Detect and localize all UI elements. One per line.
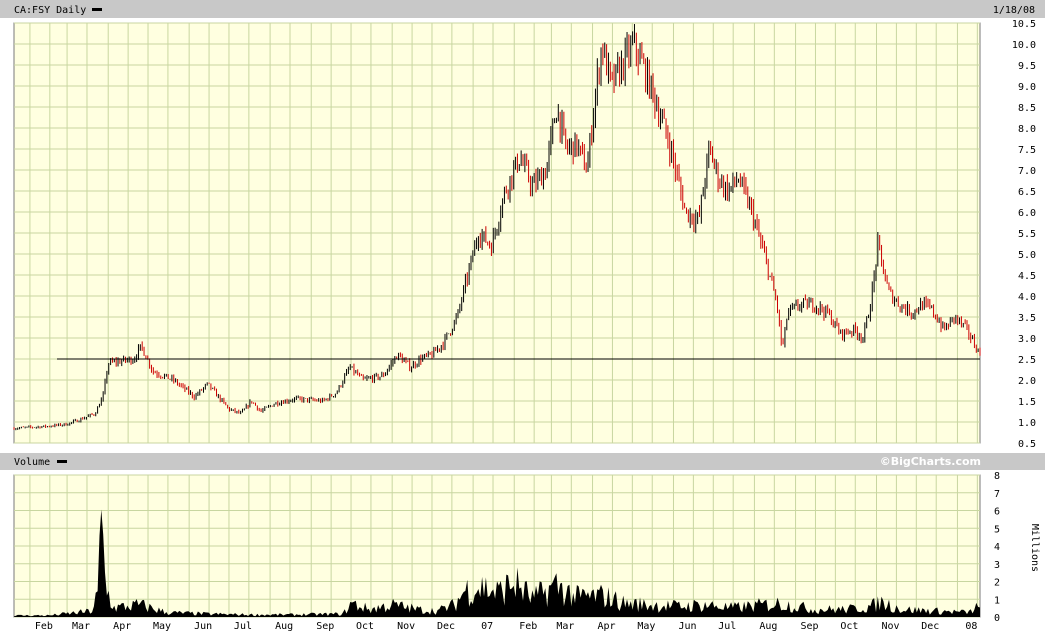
month-tick-label: Mar (556, 621, 574, 632)
price-tick-label: 3.0 (1018, 334, 1036, 345)
volume-legend-swatch (57, 460, 67, 463)
price-legend-swatch (92, 8, 102, 11)
month-tick-label: 07 (481, 621, 493, 632)
volume-tick-label: 1 (994, 595, 1000, 606)
month-tick-label: 08 (965, 621, 977, 632)
chart-date-label: 1/18/08 (993, 5, 1035, 16)
price-tick-label: 6.5 (1018, 187, 1036, 198)
price-tick-label: 9.0 (1018, 82, 1036, 93)
price-tick-label: 5.5 (1018, 229, 1036, 240)
price-bars (13, 24, 981, 431)
price-tick-label: 4.0 (1018, 292, 1036, 303)
month-tick-label: Nov (881, 621, 899, 632)
month-tick-label: Apr (598, 621, 616, 632)
volume-tick-label: 3 (994, 560, 1000, 571)
month-tick-label: Dec (921, 621, 939, 632)
price-tick-label: 5.0 (1018, 250, 1036, 261)
month-tick-label: Feb (35, 621, 53, 632)
price-tick-label: 1.0 (1018, 418, 1036, 429)
price-tick-label: 8.0 (1018, 124, 1036, 135)
month-tick-label: Feb (519, 621, 537, 632)
month-tick-label: Jul (718, 621, 736, 632)
month-tick-label: Jul (234, 621, 252, 632)
month-tick-label: Sep (316, 621, 334, 632)
volume-tick-label: 0 (994, 613, 1000, 624)
price-tick-label: 7.0 (1018, 166, 1036, 177)
price-tick-label: 4.5 (1018, 271, 1036, 282)
price-tick-label: 7.5 (1018, 145, 1036, 156)
month-tick-label: Aug (275, 621, 293, 632)
month-tick-label: Mar (72, 621, 90, 632)
month-tick-label: Sep (801, 621, 819, 632)
volume-unit-label: Millions (1029, 524, 1040, 572)
volume-axis: 0 1 2 3 4 5 6 7 8 (994, 471, 1000, 624)
volume-area (14, 509, 980, 617)
volume-label: Volume (14, 457, 50, 468)
price-tick-label: 1.5 (1018, 397, 1036, 408)
price-tick-label: 3.5 (1018, 313, 1036, 324)
month-tick-label: Jun (194, 621, 212, 632)
price-header-bar (0, 0, 1045, 18)
volume-tick-label: 6 (994, 507, 1000, 518)
price-tick-label: 9.5 (1018, 61, 1036, 72)
month-tick-label: Oct (840, 621, 858, 632)
volume-tick-label: 8 (994, 471, 1000, 482)
volume-tick-label: 4 (994, 542, 1000, 553)
bigcharts-credit: ©BigCharts.com (880, 455, 981, 468)
month-tick-label: May (637, 621, 655, 632)
price-grid (14, 22, 980, 444)
month-tick-label: Apr (113, 621, 131, 632)
price-axis: 0.5 1.0 1.5 2.0 2.5 3.0 3.5 4.0 4.5 5.0 5.5 6.0 6.5 7… (1012, 19, 1036, 450)
month-tick-label: Jun (678, 621, 696, 632)
volume-header-bar (0, 453, 1045, 470)
month-tick-label: Nov (397, 621, 415, 632)
volume-tick-label: 7 (994, 489, 1000, 500)
volume-tick-label: 5 (994, 524, 1000, 535)
price-tick-label: 10.0 (1012, 40, 1036, 51)
volume-grid (14, 474, 980, 618)
price-tick-label: 10.5 (1012, 19, 1036, 30)
price-tick-label: 2.5 (1018, 355, 1036, 366)
month-tick-label: Dec (437, 621, 455, 632)
month-tick-label: Oct (356, 621, 374, 632)
month-tick-label: Aug (759, 621, 777, 632)
price-tick-label: 0.5 (1018, 439, 1036, 450)
symbol-label: CA:FSY Daily (14, 5, 86, 16)
volume-tick-label: 2 (994, 578, 1000, 589)
month-tick-label: May (153, 621, 171, 632)
price-tick-label: 8.5 (1018, 103, 1036, 114)
price-tick-label: 2.0 (1018, 376, 1036, 387)
month-axis: Feb Mar Apr May Jun Jul Aug Sep Oct Nov Dec 07 Feb Ma… (35, 621, 978, 632)
price-tick-label: 6.0 (1018, 208, 1036, 219)
